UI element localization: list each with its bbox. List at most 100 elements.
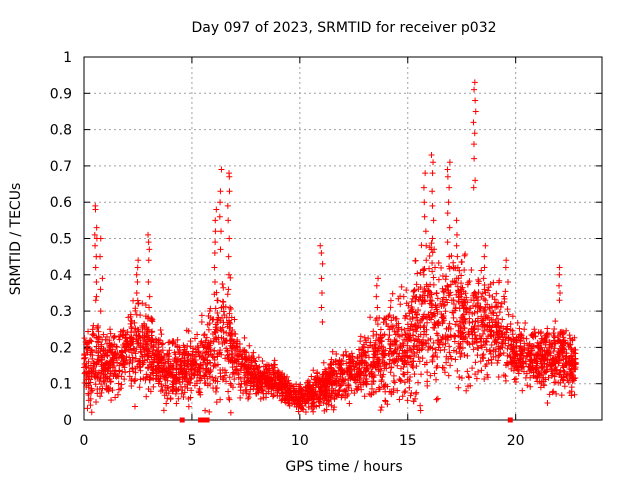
data-point (529, 347, 536, 354)
data-point (333, 381, 340, 388)
data-point (472, 331, 479, 338)
data-point (330, 406, 337, 413)
data-point (434, 295, 441, 302)
data-point (102, 361, 109, 368)
data-point (426, 300, 433, 307)
data-point (226, 235, 233, 242)
data-point (223, 378, 230, 385)
data-point (413, 281, 420, 288)
data-point (89, 331, 96, 338)
data-point (447, 281, 454, 288)
data-point (440, 314, 447, 321)
data-point (499, 316, 506, 323)
data-point (354, 370, 361, 377)
data-point (220, 319, 227, 326)
data-point (215, 339, 222, 346)
data-point (224, 291, 231, 298)
data-point (338, 392, 345, 399)
data-point (498, 300, 505, 307)
data-point (184, 385, 191, 392)
data-point (211, 291, 218, 298)
data-point (386, 312, 393, 319)
data-point (297, 381, 304, 388)
data-point (549, 341, 556, 348)
data-point (348, 387, 355, 394)
data-point (403, 361, 410, 368)
data-point (218, 304, 225, 311)
data-point (435, 276, 442, 283)
data-point (105, 384, 112, 391)
data-point (397, 301, 404, 308)
data-point (192, 335, 199, 342)
data-point (542, 335, 549, 342)
data-point (337, 382, 344, 389)
data-point (353, 385, 360, 392)
data-point (408, 298, 415, 305)
data-point (433, 376, 440, 383)
data-point (360, 349, 367, 356)
data-point (82, 354, 89, 361)
data-point (492, 337, 499, 344)
data-point (92, 206, 99, 213)
data-point (106, 373, 113, 380)
data-point (520, 368, 527, 375)
data-point (469, 319, 476, 326)
data-point (453, 242, 460, 249)
data-point (425, 337, 432, 344)
data-point (120, 342, 127, 349)
data-point (451, 307, 458, 314)
data-point (415, 379, 422, 386)
data-point (351, 390, 358, 397)
data-point (103, 351, 110, 358)
data-point (429, 235, 436, 242)
y-tick-label: 0.4 (50, 268, 72, 284)
data-point (204, 375, 211, 382)
data-point (131, 346, 138, 353)
data-point (367, 339, 374, 346)
data-point (534, 373, 541, 380)
data-point (272, 381, 279, 388)
data-point (346, 359, 353, 366)
data-point (446, 343, 453, 350)
data-point (183, 327, 190, 334)
data-point (86, 368, 93, 375)
data-point (557, 289, 564, 296)
data-point (312, 384, 319, 391)
data-point (434, 395, 441, 402)
data-point (333, 350, 340, 357)
data-point (517, 351, 524, 358)
data-point (429, 356, 436, 363)
data-point (295, 397, 302, 404)
data-point (495, 334, 502, 341)
data-point (465, 309, 472, 316)
data-point (107, 378, 114, 385)
data-point (318, 250, 325, 257)
data-point (406, 334, 413, 341)
data-point (428, 152, 435, 159)
data-point (174, 336, 181, 343)
data-point (390, 377, 397, 384)
data-point (386, 360, 393, 367)
data-point (387, 340, 394, 347)
data-point (427, 309, 434, 316)
data-point (413, 294, 420, 301)
data-point (434, 353, 441, 360)
data-point (460, 320, 467, 327)
data-point (212, 228, 219, 235)
data-point (452, 279, 459, 286)
data-point (327, 379, 334, 386)
data-point (204, 357, 211, 364)
data-point (136, 358, 143, 365)
data-point (146, 348, 153, 355)
data-point (363, 352, 370, 359)
data-point (435, 259, 442, 266)
data-point (415, 333, 422, 340)
data-point (148, 337, 155, 344)
data-point (246, 390, 253, 397)
data-point (474, 308, 481, 315)
data-point (225, 388, 232, 395)
data-point (373, 293, 380, 300)
data-point (528, 332, 535, 339)
data-point (410, 398, 417, 405)
data-point (242, 356, 249, 363)
